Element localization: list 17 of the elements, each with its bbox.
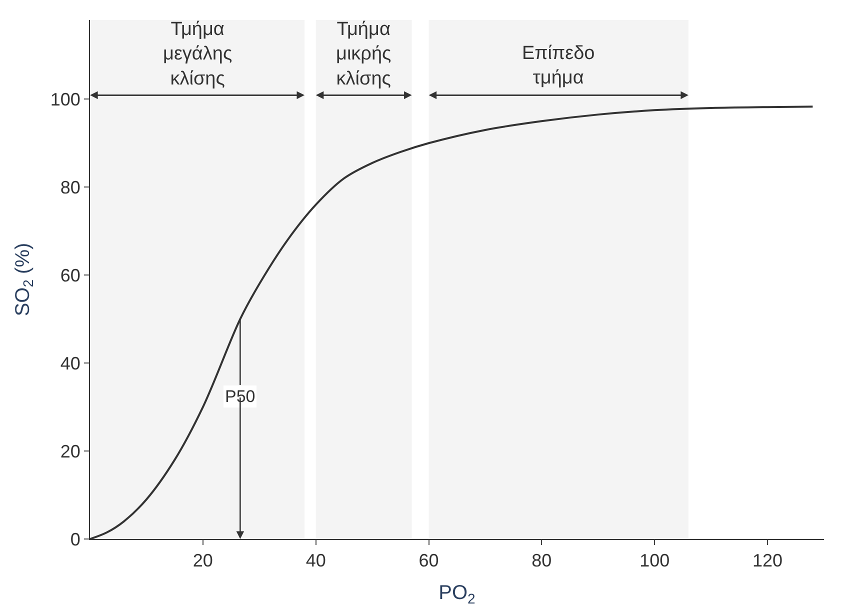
y-tick-label: 40 [60,353,80,374]
x-tick-label: 60 [418,550,439,571]
x-tick-label: 40 [306,550,326,571]
band-label: Επίπεδο τμήμα [522,43,595,89]
x-axis-title: PO$_{2}$ [438,582,476,606]
y-tick-label: 0 [70,529,80,550]
x-tick-label: 100 [640,550,670,571]
x-tick-label: 120 [752,550,783,571]
x-tick-label: 80 [532,550,552,571]
band-label: Τμήμα μικρής κλίσης [336,19,392,90]
x-tick-label: 20 [192,550,213,571]
y-tick-label: 80 [60,177,80,198]
band-label: Τμήμα μεγάλης κλίσης [163,19,232,90]
y-tick-label: 60 [60,265,80,286]
y-tick-label: 100 [50,89,80,110]
y-tick-label: 20 [60,441,80,462]
annotation: P50 [225,387,256,406]
